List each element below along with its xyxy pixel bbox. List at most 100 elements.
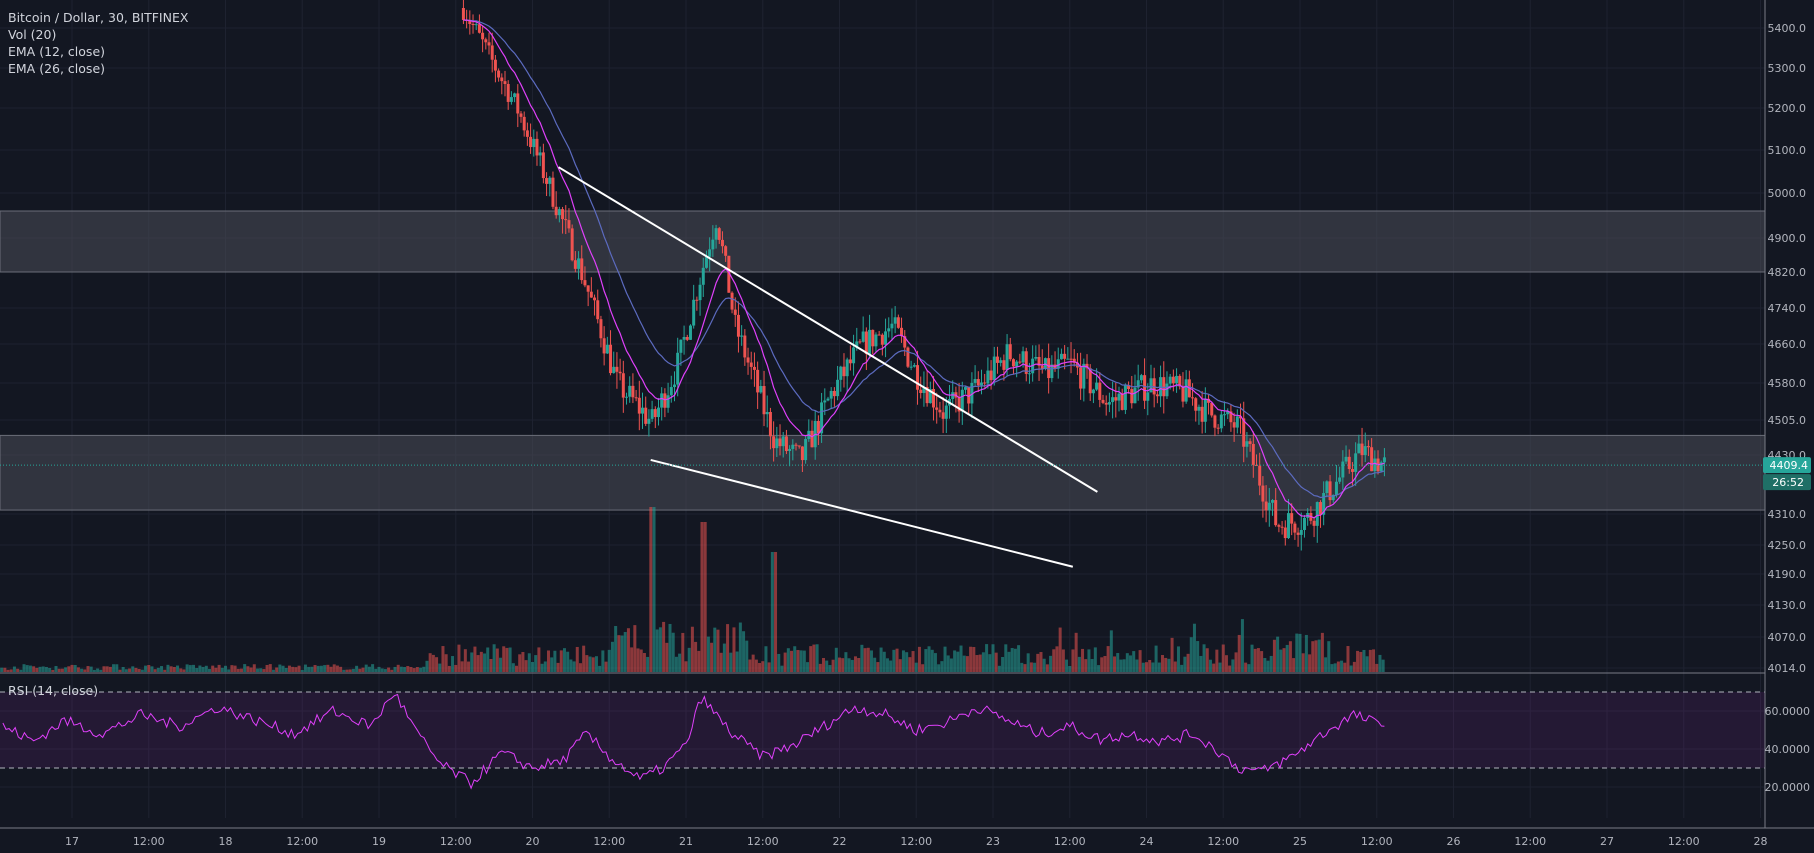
volume-bar [230, 665, 234, 672]
candle-body [852, 347, 856, 364]
volume-bar [949, 658, 953, 672]
time-tick-label: 12:00 [133, 835, 165, 848]
volume-bar [1129, 655, 1133, 672]
volume-bar [642, 653, 646, 672]
volume-bar [1336, 661, 1340, 672]
time-tick-label: 12:00 [1514, 835, 1546, 848]
trendlines[interactable] [558, 166, 1098, 568]
candle-body [1184, 379, 1188, 402]
volume-bar [639, 649, 643, 672]
volume-bar [1311, 641, 1315, 672]
volume-bar [332, 664, 336, 672]
candle-body [1223, 414, 1227, 416]
volume-bar [809, 646, 813, 672]
volume-bar [997, 665, 1001, 672]
volume-bar [761, 661, 765, 672]
candle-body [481, 32, 485, 40]
price-tick-label: 5400.0 [1768, 22, 1807, 35]
volume-bar [112, 664, 116, 672]
candle-body [970, 382, 974, 404]
volume-bar [1253, 648, 1257, 672]
volume-bar [1061, 649, 1065, 672]
candle-body [513, 93, 517, 98]
candle-body [1037, 356, 1041, 366]
volume-bar [818, 663, 822, 672]
candle-body [1328, 481, 1332, 501]
candle-body [1155, 394, 1159, 397]
candle-body [647, 418, 651, 424]
volume-bar [879, 647, 883, 672]
candle-body [516, 93, 520, 114]
volume-bar [889, 660, 893, 672]
candle-body [1226, 411, 1230, 415]
candle-body [730, 292, 734, 310]
volume-bar [914, 662, 918, 672]
volume-bar [575, 646, 579, 672]
volume-bar [1081, 648, 1085, 672]
symbol-title[interactable]: Bitcoin / Dollar, 30, BITFINEX [8, 10, 189, 25]
price-tick-label: 4820.0 [1768, 266, 1807, 279]
volume-bars [0, 507, 1385, 672]
volume-bar [690, 626, 694, 672]
volume-bar [850, 659, 854, 672]
candle-body [743, 335, 747, 358]
time-axis[interactable]: 17 12:00 18 12:00 19 12:00 20 12:00 21 12:00 22 12:… [0, 827, 1814, 848]
volume-bar [150, 666, 154, 672]
volume-bar [620, 635, 624, 672]
volume-bar [1359, 651, 1363, 672]
candle-body [916, 365, 920, 390]
volume-bar [19, 669, 23, 672]
time-tick-label: 12:00 [747, 835, 779, 848]
candle-body [877, 334, 881, 336]
candle-body [1293, 523, 1297, 533]
volume-bar [460, 661, 464, 672]
candle-body [605, 344, 609, 354]
volume-bar [454, 664, 458, 672]
volume-bar [956, 651, 960, 672]
price-axis[interactable]: 5400.0 5300.0 5200.0 5100.0 5000.0 4900.0 4820… [1764, 0, 1814, 853]
volume-bar [841, 658, 845, 672]
ema26-legend[interactable]: EMA (26, close) [8, 61, 106, 76]
candle-body [1219, 414, 1223, 429]
volume-bar [719, 652, 723, 672]
volume-bar [0, 667, 4, 672]
volume-bar [1202, 644, 1206, 672]
volume-bar [1116, 653, 1120, 672]
candle-body [1318, 502, 1322, 515]
volume-bar [722, 643, 726, 672]
volume-bar [140, 669, 144, 672]
volume-bar [249, 667, 253, 672]
candle-body [1261, 485, 1265, 502]
volume-legend[interactable]: Vol (20) [8, 27, 57, 42]
candle-body [1002, 360, 1006, 370]
ema12-legend[interactable]: EMA (12, close) [8, 44, 106, 59]
candle-body [951, 392, 955, 400]
candle-body [663, 393, 667, 408]
volume-bar [617, 635, 621, 672]
candle-body [551, 177, 555, 207]
volume-bar [901, 650, 905, 672]
volume-bar [182, 669, 186, 672]
volume-bar [1029, 662, 1033, 672]
candle-body [784, 436, 788, 451]
volume-bar [44, 666, 48, 672]
volume-bar [959, 645, 963, 672]
candle-body [1095, 382, 1099, 390]
volume-bar [1263, 658, 1267, 672]
volume-bar [195, 668, 199, 672]
volume-bar [1221, 644, 1225, 672]
volume-bar [745, 640, 749, 672]
candle-body [577, 258, 581, 269]
rsi-title[interactable]: RSI (14, close) [8, 683, 99, 698]
volume-bar [1192, 623, 1196, 672]
candle-body [631, 385, 635, 398]
candle-body [1350, 469, 1354, 472]
candle-body [650, 409, 654, 419]
volume-bar [342, 669, 346, 672]
trendline[interactable] [558, 166, 1098, 493]
volume-bar [1106, 646, 1110, 672]
price-tick-label: 5300.0 [1768, 62, 1807, 75]
trendline[interactable] [650, 458, 1074, 568]
volume-bar [834, 647, 838, 672]
